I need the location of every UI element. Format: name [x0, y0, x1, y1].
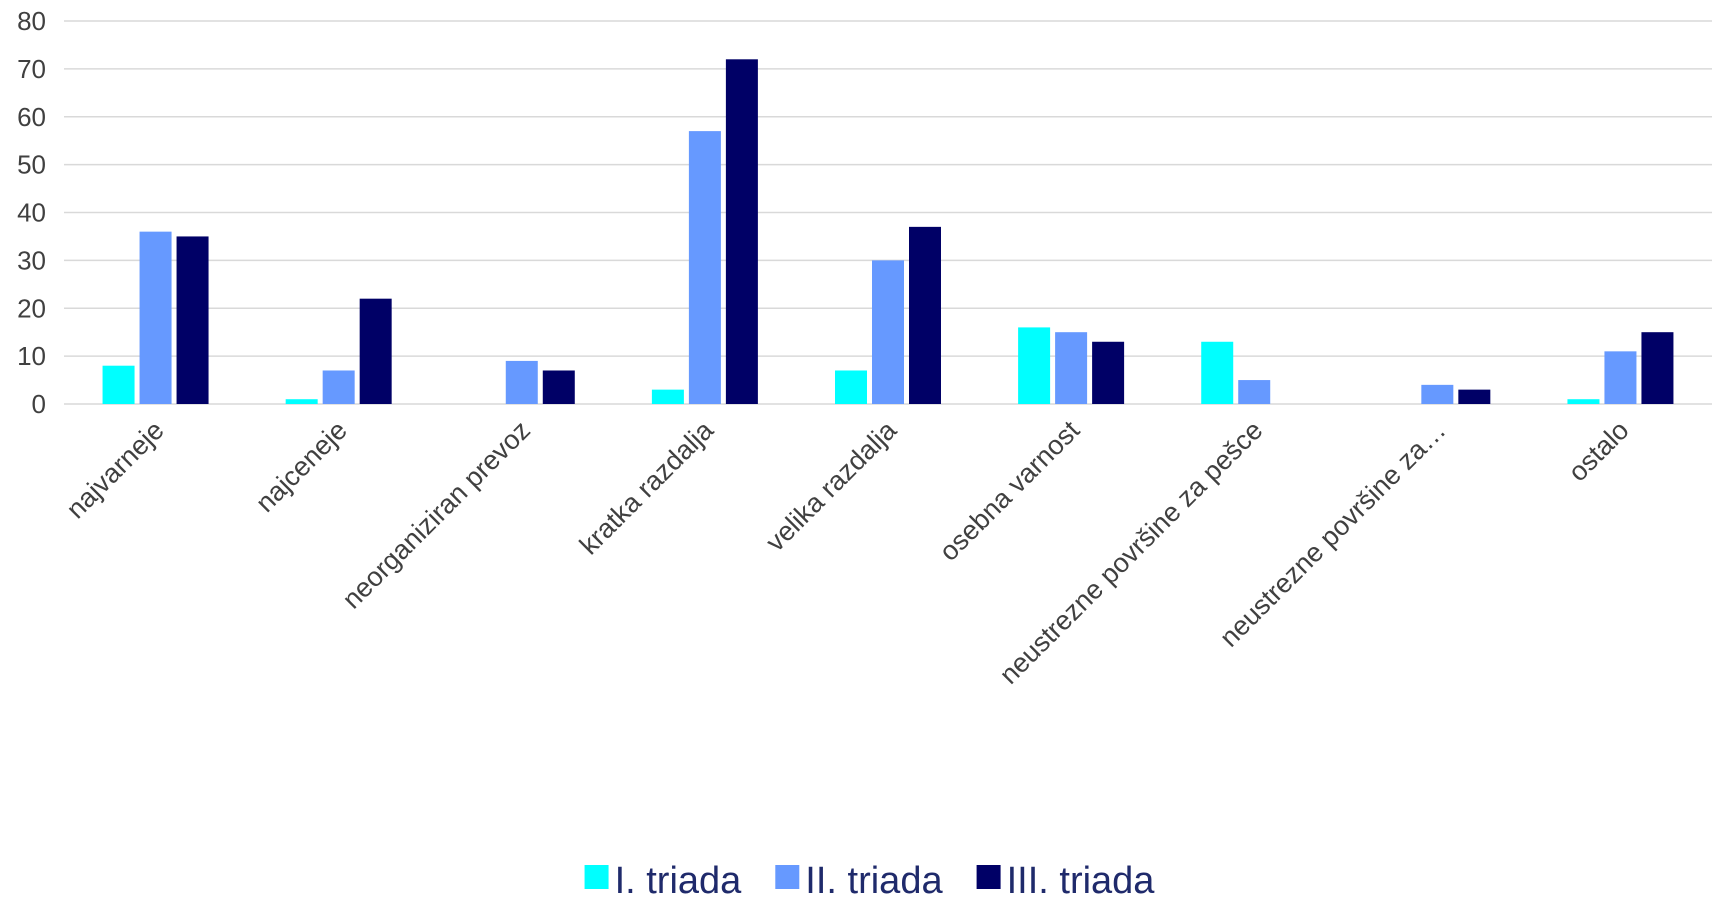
- x-category-label: ostalo: [1563, 415, 1635, 487]
- bar: [359, 298, 392, 404]
- bar: [835, 370, 867, 404]
- x-category-label: osebna varnost: [934, 415, 1086, 567]
- x-category-label: najceneje: [250, 415, 353, 518]
- bar: [1641, 332, 1674, 404]
- y-tick-label: 70: [17, 54, 46, 84]
- y-tick-label: 20: [17, 293, 46, 323]
- bar: [1458, 389, 1491, 404]
- bars: [102, 59, 1674, 405]
- bar: [651, 389, 684, 404]
- bar: [909, 226, 941, 404]
- bar: [872, 260, 904, 404]
- bar: [1604, 351, 1637, 404]
- y-tick-label: 50: [17, 150, 46, 180]
- bar: [505, 360, 538, 404]
- y-tick-label: 60: [17, 102, 46, 132]
- y-tick-label: 10: [17, 341, 46, 371]
- bar: [1018, 327, 1051, 404]
- legend-swatch: [775, 865, 800, 889]
- y-tick-label: 0: [32, 389, 46, 419]
- bar: [102, 365, 135, 404]
- legend-label: III. triada: [1007, 860, 1156, 902]
- x-category-label: kratka razdalja: [574, 414, 720, 560]
- bar: [176, 236, 209, 404]
- y-axis-tick-labels: 0 10 20 30 40 50 60 70 80: [17, 6, 46, 419]
- bar: [542, 370, 575, 404]
- bar: [1567, 399, 1600, 404]
- y-tick-label: 40: [17, 198, 46, 228]
- bar: [1421, 384, 1454, 404]
- x-category-label: najvarneje: [60, 415, 169, 524]
- legend: I. triada II. triada III. triada: [584, 860, 1156, 902]
- legend-swatch: [976, 865, 1001, 889]
- x-category-label: neorganiziran prevoz: [337, 415, 537, 615]
- legend-label: II. triada: [805, 860, 943, 902]
- y-tick-label: 80: [17, 6, 46, 36]
- bar: [139, 231, 172, 404]
- bar: [1055, 332, 1088, 404]
- bar: [1092, 341, 1125, 404]
- bar: [725, 59, 758, 405]
- bar: [688, 131, 721, 405]
- legend-swatch: [584, 865, 609, 889]
- bar: [322, 370, 355, 404]
- bar: [285, 399, 318, 404]
- y-tick-label: 30: [17, 245, 46, 275]
- bar: [1201, 341, 1234, 404]
- x-category-label: velika razdalja: [760, 414, 903, 557]
- legend-label: I. triada: [615, 860, 743, 902]
- bar: [1238, 380, 1271, 404]
